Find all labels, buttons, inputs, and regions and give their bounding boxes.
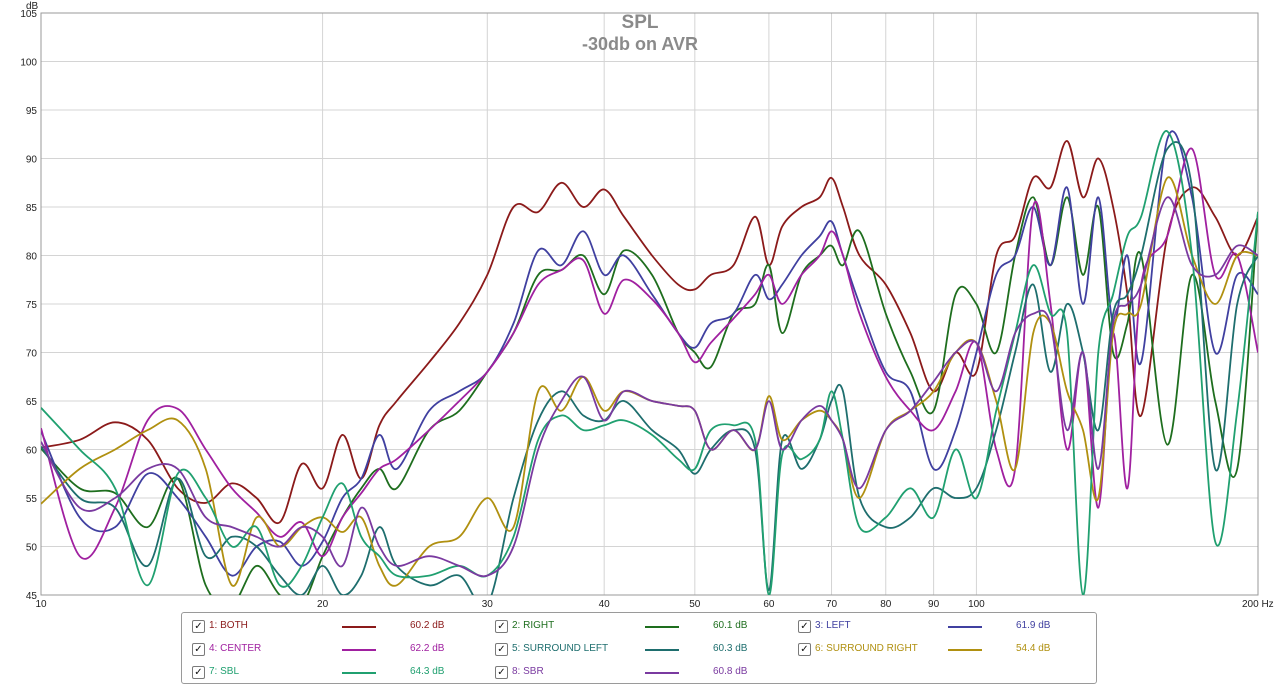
chart-title: SPL <box>622 12 659 33</box>
x-tick-label: 100 <box>968 599 985 610</box>
x-tick-label: 20 <box>317 599 329 610</box>
x-tick-label: 200 Hz <box>1242 599 1274 610</box>
legend-swatch <box>342 672 376 674</box>
legend-item[interactable]: ✓ 3: LEFT 61.9 dB <box>798 618 1088 636</box>
x-tick-label: 50 <box>689 599 701 610</box>
legend-label: 1: BOTH <box>209 620 248 631</box>
legend-item[interactable]: ✓ 6: SURROUND RIGHT 54.4 dB <box>798 641 1088 659</box>
y-tick-label: 55 <box>26 494 38 505</box>
legend-value: 54.4 dB <box>1016 643 1051 654</box>
legend-label: 4: CENTER <box>209 643 262 654</box>
legend-value: 60.2 dB <box>410 620 445 631</box>
y-tick-label: 70 <box>26 349 38 360</box>
legend-checkbox[interactable]: ✓ <box>192 643 205 656</box>
legend-item[interactable]: ✓ 4: CENTER 62.2 dB <box>192 641 482 659</box>
legend: ✓ 1: BOTH 60.2 dB ✓ 2: RIGHT 60.1 dB ✓ 3: LEFT 6… <box>181 612 1097 684</box>
legend-checkbox[interactable]: ✓ <box>798 620 811 633</box>
x-tick-label: 10 <box>35 599 47 610</box>
legend-item[interactable]: ✓ 1: BOTH 60.2 dB <box>192 618 482 636</box>
legend-value: 60.8 dB <box>713 666 748 677</box>
x-tick-label: 60 <box>763 599 775 610</box>
legend-checkbox[interactable]: ✓ <box>192 666 205 679</box>
legend-value: 64.3 dB <box>410 666 445 677</box>
legend-checkbox[interactable]: ✓ <box>495 666 508 679</box>
y-tick-label: 95 <box>26 106 38 117</box>
legend-label: 3: LEFT <box>815 620 851 631</box>
legend-value: 60.1 dB <box>713 620 748 631</box>
legend-checkbox[interactable]: ✓ <box>192 620 205 633</box>
legend-label: 2: RIGHT <box>512 620 555 631</box>
legend-swatch <box>948 649 982 651</box>
legend-swatch <box>342 626 376 628</box>
y-tick-label: 90 <box>26 155 38 166</box>
y-tick-label: 100 <box>20 58 37 69</box>
legend-checkbox[interactable]: ✓ <box>495 620 508 633</box>
x-tick-label: 90 <box>928 599 940 610</box>
x-tick-label: 40 <box>599 599 611 610</box>
legend-swatch <box>645 672 679 674</box>
grid-layer <box>40 12 1259 596</box>
legend-label: 6: SURROUND RIGHT <box>815 643 918 654</box>
series-layer <box>41 130 1258 595</box>
legend-item[interactable]: ✓ 2: RIGHT 60.1 dB <box>495 618 785 636</box>
spl-chart: 45 50 55 60 65 70 75 80 85 90 95 100 105 10 20 30 40 50 60… <box>20 1 1273 610</box>
legend-item[interactable]: ✓ 7: SBL 64.3 dB <box>192 664 482 682</box>
legend-label: 8: SBR <box>512 666 544 677</box>
y-tick-label: 50 <box>26 543 38 554</box>
series-line-7 <box>41 130 1258 595</box>
y-tick-label: 60 <box>26 446 38 457</box>
series-line-5 <box>41 141 1258 595</box>
series-line-1 <box>41 140 1258 525</box>
plot-frame <box>40 12 1259 596</box>
legend-checkbox[interactable]: ✓ <box>798 643 811 656</box>
series-line-8 <box>41 196 1258 578</box>
legend-swatch <box>645 626 679 628</box>
x-tick-label: 30 <box>482 599 494 610</box>
legend-swatch <box>342 649 376 651</box>
legend-swatch <box>948 626 982 628</box>
legend-checkbox[interactable]: ✓ <box>495 643 508 656</box>
legend-value: 61.9 dB <box>1016 620 1051 631</box>
chart-subtitle: -30db on AVR <box>582 34 698 54</box>
y-tick-label: 85 <box>26 203 38 214</box>
x-tick-label: 80 <box>880 599 892 610</box>
y-tick-label: 45 <box>26 591 38 602</box>
y-axis-label: dB <box>26 1 39 12</box>
tick-layer: 45 50 55 60 65 70 75 80 85 90 95 100 105 10 20 30 40 50 60… <box>20 9 1273 610</box>
y-tick-label: 65 <box>26 397 38 408</box>
legend-label: 7: SBL <box>209 666 240 677</box>
x-tick-label: 70 <box>826 599 838 610</box>
legend-swatch <box>645 649 679 651</box>
legend-label: 5: SURROUND LEFT <box>512 643 609 654</box>
y-tick-label: 75 <box>26 300 38 311</box>
y-tick-label: 105 <box>20 9 37 20</box>
y-tick-label: 80 <box>26 252 38 263</box>
legend-item[interactable]: ✓ 5: SURROUND LEFT 60.3 dB <box>495 641 785 659</box>
series-line-3 <box>41 130 1258 577</box>
legend-value: 60.3 dB <box>713 643 748 654</box>
legend-item[interactable]: ✓ 8: SBR 60.8 dB <box>495 664 785 682</box>
legend-value: 62.2 dB <box>410 643 445 654</box>
